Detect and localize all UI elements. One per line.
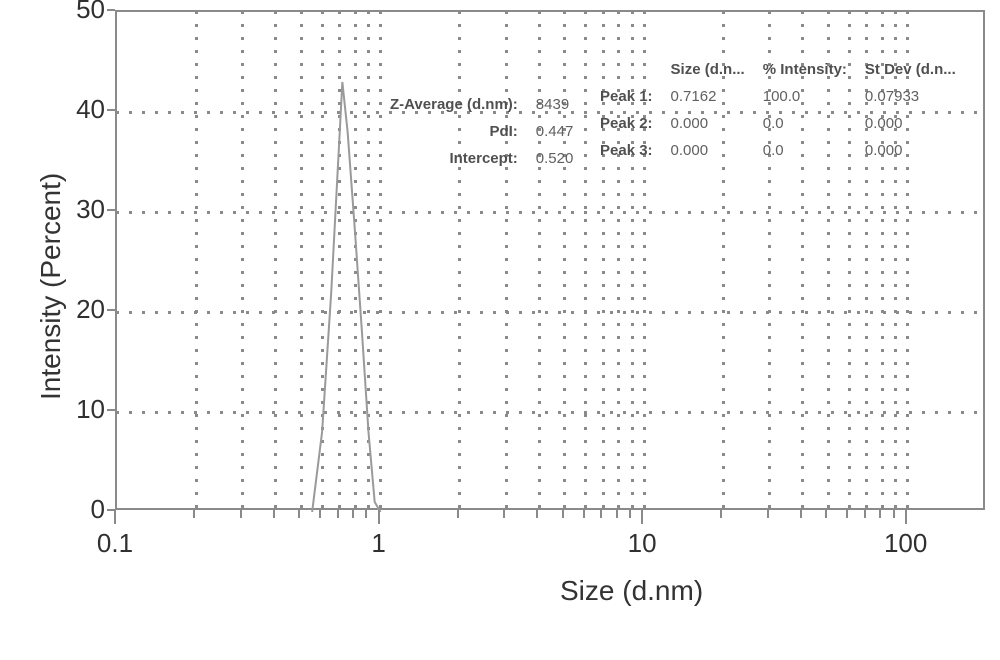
summary-stats-block: Z-Average (d.nm): 8439 PdI: 0.447 Interc… [380,90,583,173]
peak2-stdev: 0.000 [857,111,964,136]
peak2-intensity: 0.0 [755,111,855,136]
peak1-label: Peak 1: [592,84,661,109]
peak2-label: Peak 2: [592,111,661,136]
x-axis-label: Size (d.nm) [560,575,703,607]
peak-col-blank [592,57,661,82]
y-tick-label: 40 [60,94,105,125]
peak1-size: 0.7162 [663,84,753,109]
y-tick-label: 30 [60,194,105,225]
peak-col-stdev: St Dev (d.n... [857,57,964,82]
peak2-size: 0.000 [663,111,753,136]
intercept-value: 0.520 [528,146,582,171]
pdi-value: 0.447 [528,119,582,144]
peak3-size: 0.000 [663,138,753,163]
peak1-stdev: 0.07933 [857,84,964,109]
dls-size-distribution-chart: Intensity (Percent) Size (d.nm) 01020304… [0,0,1000,660]
x-tick-label: 100 [866,528,946,559]
peak3-stdev: 0.000 [857,138,964,163]
y-tick-label: 50 [60,0,105,25]
x-tick-label: 1 [339,528,419,559]
y-tick-label: 10 [60,394,105,425]
peak1-intensity: 100.0 [755,84,855,109]
y-tick-label: 20 [60,294,105,325]
pdi-label: PdI: [382,119,526,144]
peak3-label: Peak 3: [592,138,661,163]
intercept-label: Intercept: [382,146,526,171]
peak-col-size: Size (d.n... [663,57,753,82]
z-average-value: 8439 [528,92,582,117]
x-tick-label: 0.1 [75,528,155,559]
z-average-label: Z-Average (d.nm): [382,92,526,117]
y-tick-label: 0 [60,494,105,525]
peak-table: Size (d.n... % Intensity: St Dev (d.n...… [590,55,966,165]
peak-col-intensity: % Intensity: [755,57,855,82]
peak3-intensity: 0.0 [755,138,855,163]
x-tick-label: 10 [602,528,682,559]
